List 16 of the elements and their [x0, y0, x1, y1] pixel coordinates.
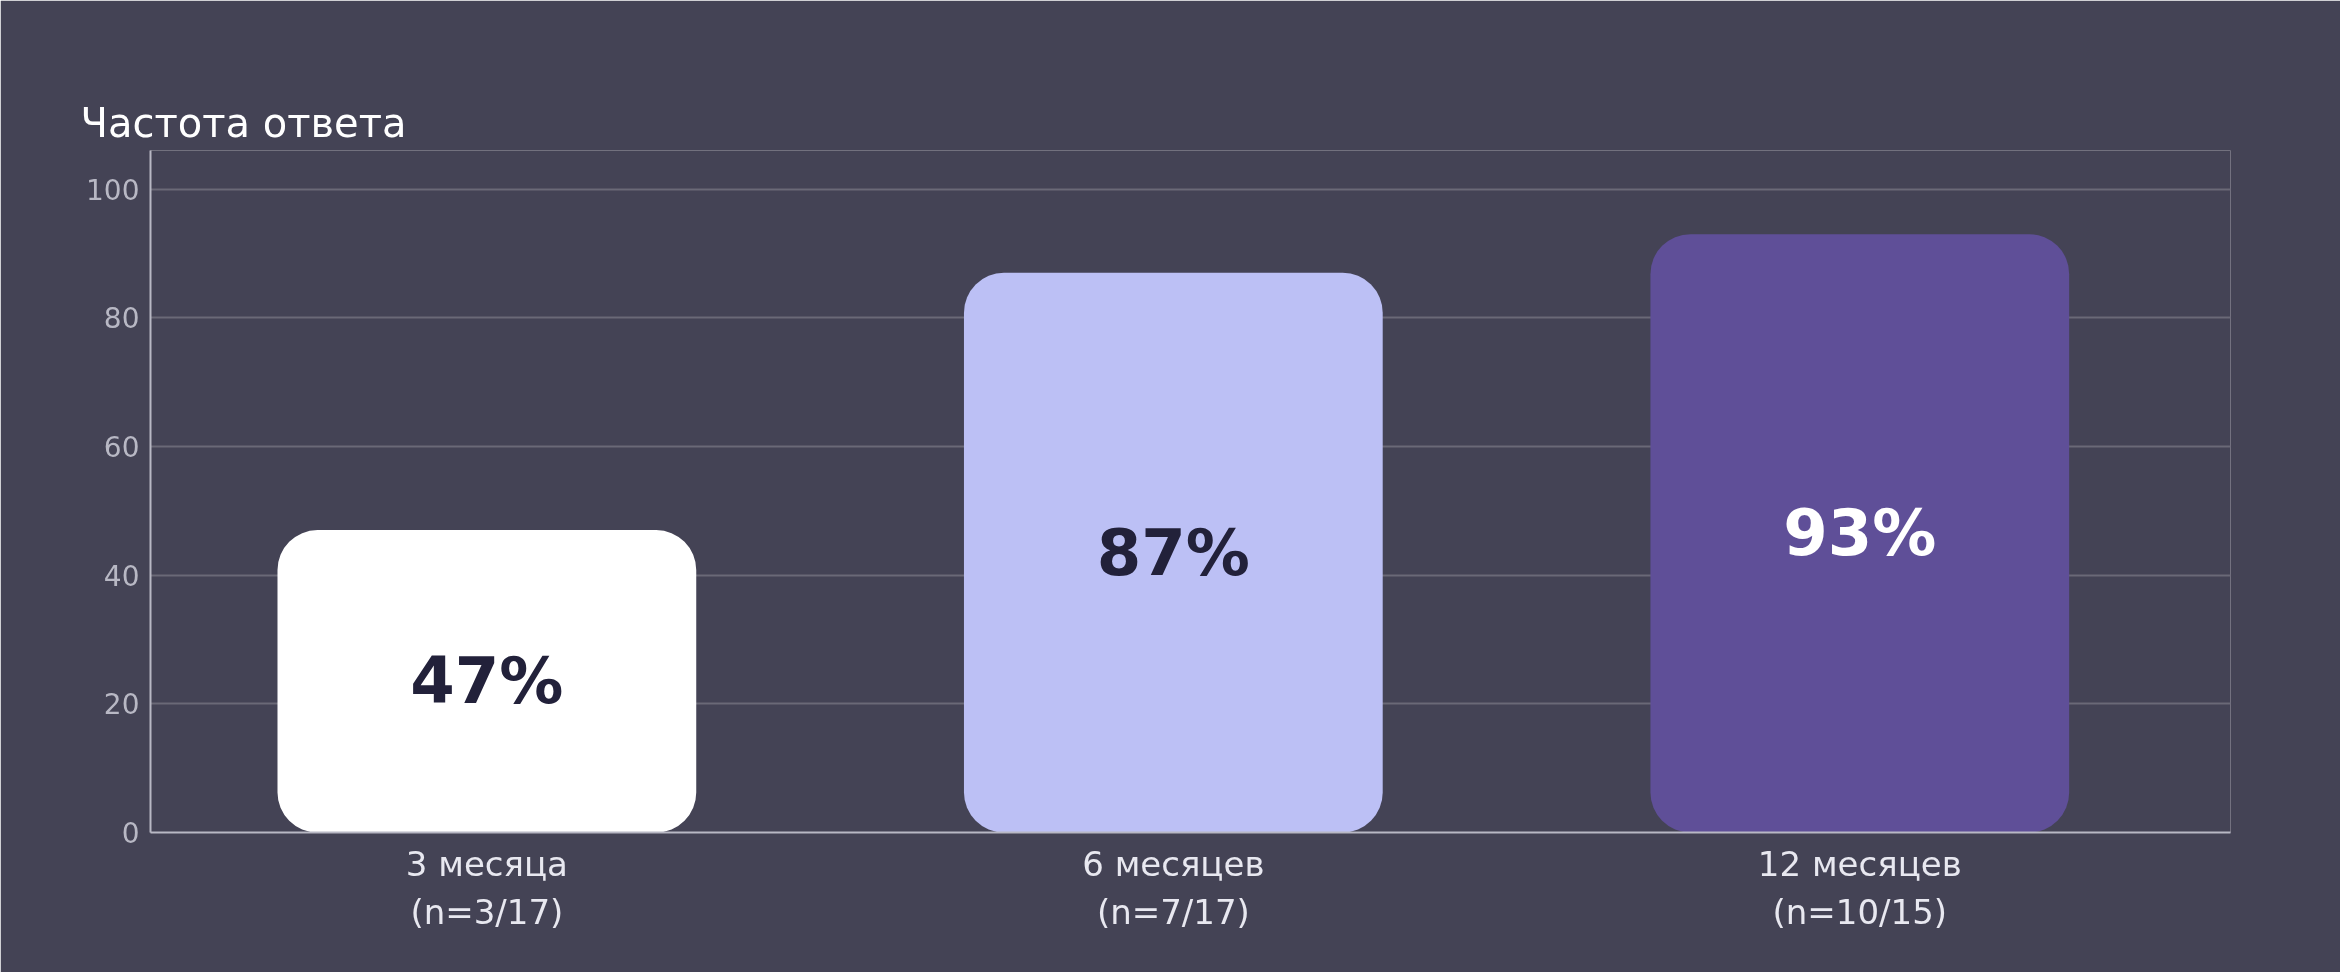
y-tick-label: 80: [103, 302, 140, 336]
y-tick-label: 20: [103, 688, 140, 722]
y-tick-label: 100: [86, 173, 140, 207]
x-tick-label: 3 месяца (n=3/17): [405, 843, 568, 932]
data-label: 87%: [1096, 515, 1250, 590]
bar: [963, 272, 1383, 833]
bar: [1650, 234, 2070, 833]
data-label: 47%: [410, 644, 564, 719]
y-tick-label: 40: [103, 559, 140, 593]
x-tick-label: 12 месяцев (n=10/15): [1757, 843, 1962, 932]
x-tick-label: 6 месяцев (n=7/17): [1082, 843, 1265, 932]
chart-title: Частота ответа: [80, 99, 407, 146]
bar: [277, 530, 697, 833]
data-label: 93%: [1783, 496, 1937, 571]
y-tick-label: 60: [103, 430, 140, 464]
y-tick-label: 0: [121, 817, 140, 850]
